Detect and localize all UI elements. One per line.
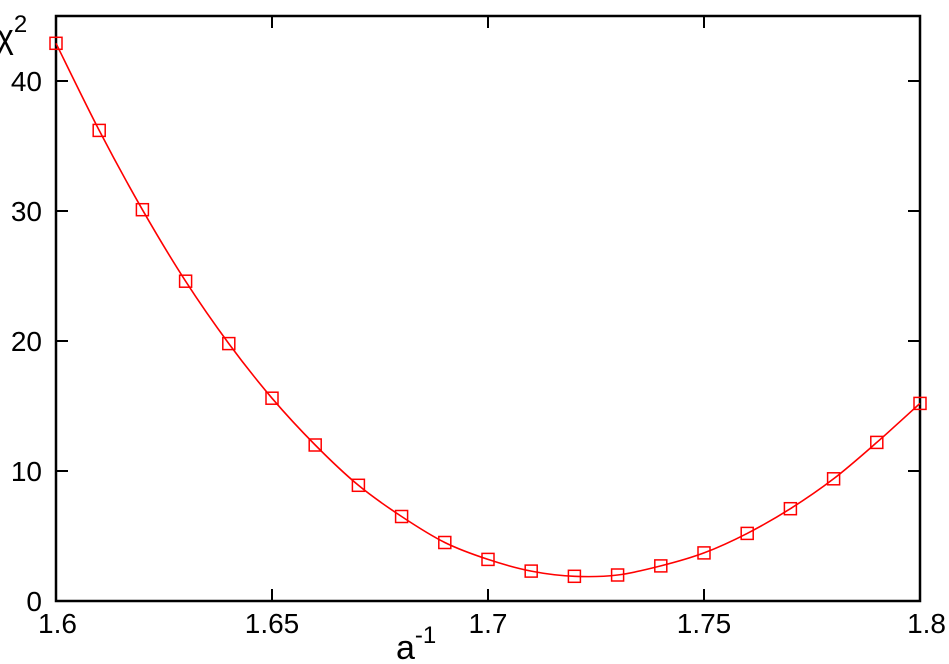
plot-frame	[54, 14, 922, 603]
x-axis-label-superscript: -1	[415, 622, 436, 649]
y-ticks: 0 10 20 30 40	[11, 66, 920, 617]
y-tick-label: 20	[11, 326, 42, 357]
data-point-marker	[308, 438, 322, 452]
x-axis-label: a-1	[396, 622, 436, 664]
data-point-marker	[610, 568, 625, 582]
data-point-marker	[92, 123, 106, 138]
data-point-marker	[394, 509, 409, 524]
series-layer	[49, 36, 927, 584]
x-tick-label: 1.8	[907, 608, 946, 639]
x-tick-label: 1.7	[469, 608, 508, 639]
x-tick-label: 1.6	[38, 608, 77, 639]
data-point-marker	[654, 559, 668, 573]
y-tick-label: 30	[11, 196, 42, 227]
y-axis-label-superscript: 2	[14, 11, 27, 38]
data-point-marker	[740, 526, 754, 541]
data-point-marker	[49, 36, 63, 51]
data-point-marker	[567, 569, 582, 584]
data-point-marker	[135, 202, 150, 217]
data-point-marker	[438, 535, 452, 550]
data-point-marker	[265, 391, 279, 405]
data-point-marker	[351, 478, 366, 493]
data-point-marker	[783, 501, 798, 516]
data-point-marker	[826, 472, 841, 486]
data-point-marker	[524, 564, 538, 578]
x-tick-label: 1.65	[245, 608, 300, 639]
x-axis-label-base: a	[396, 629, 415, 664]
data-point-marker	[870, 435, 884, 450]
data-point-marker	[222, 336, 236, 351]
data-point-marker	[481, 552, 495, 567]
y-tick-label: 10	[11, 456, 42, 487]
y-tick-label: 40	[11, 66, 42, 97]
y-tick-label: 0	[26, 586, 42, 617]
data-point-marker	[178, 274, 193, 288]
data-point-marker	[913, 396, 927, 411]
series-line	[55, 42, 921, 578]
data-point-marker	[697, 546, 711, 560]
y-axis-label-base: χ	[0, 18, 14, 56]
x-tick-label: 1.75	[677, 608, 732, 639]
y-axis-label: χ2	[0, 11, 27, 56]
x-ticks: 1.6 1.65 1.7 1.75 1.8	[38, 16, 946, 639]
